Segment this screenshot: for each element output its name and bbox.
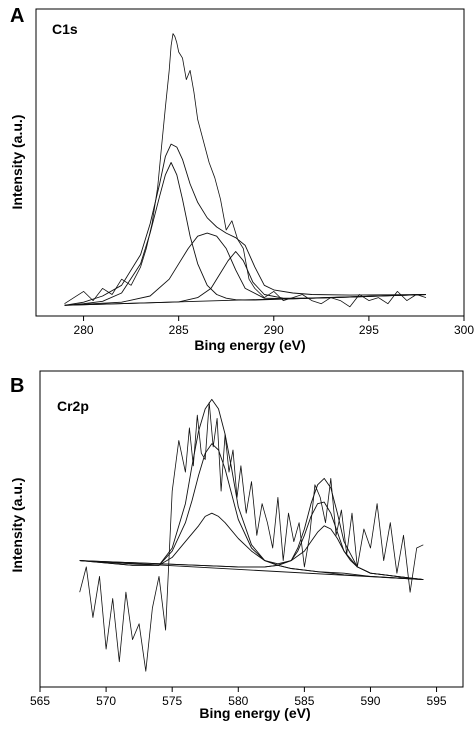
x-tick-label: 300 — [454, 323, 474, 337]
panel-a-spectrum-label: C1s — [52, 21, 78, 37]
panel-b-spectrum-label: Cr2p — [57, 398, 89, 414]
series-component-1 — [79, 443, 424, 581]
panel-a-letter: A — [10, 5, 24, 27]
panel-a-frame — [35, 8, 465, 317]
panel-a-x-axis-label: Bing energy (eV) — [194, 337, 305, 353]
panel-b-frame — [39, 370, 464, 688]
x-tick-label: 580 — [228, 694, 248, 708]
series-raw — [64, 33, 427, 308]
series-raw — [79, 402, 424, 672]
x-tick-label: 280 — [74, 323, 94, 337]
series-baseline — [64, 294, 427, 306]
panel-a-x-ticks: 280 285 290 295 300 — [74, 316, 474, 337]
x-tick-label: 585 — [294, 694, 314, 708]
x-tick-label: 290 — [264, 323, 284, 337]
panel-a-curves — [64, 33, 427, 308]
panel-b-x-ticks: 565 570 575 580 585 590 595 — [30, 687, 447, 708]
x-tick-label: 295 — [359, 323, 379, 337]
series-fit-envelope — [64, 143, 427, 306]
panel-b-letter: B — [10, 375, 24, 397]
series-component-4 — [79, 525, 424, 581]
x-tick-label: 565 — [30, 694, 50, 708]
panel-b-x-axis-label: Bing energy (eV) — [199, 705, 310, 721]
panel-b: B Cr2p Intensity (a.u.) Bing energy (eV)… — [9, 370, 464, 721]
x-tick-label: 575 — [162, 694, 182, 708]
x-tick-label: 590 — [360, 694, 380, 708]
series-fit-envelope — [79, 398, 424, 581]
x-tick-label: 595 — [427, 694, 447, 708]
x-tick-label: 285 — [169, 323, 189, 337]
x-tick-label: 570 — [96, 694, 116, 708]
panel-b-y-axis-label: Intensity (a.u.) — [9, 478, 25, 573]
panel-a-y-axis-label: Intensity (a.u.) — [9, 115, 25, 210]
panel-a: A C1s Intensity (a.u.) Bing energy (eV) … — [9, 5, 474, 353]
panel-b-curves — [79, 398, 424, 672]
series-baseline — [79, 560, 424, 581]
series-component-2 — [79, 512, 424, 581]
